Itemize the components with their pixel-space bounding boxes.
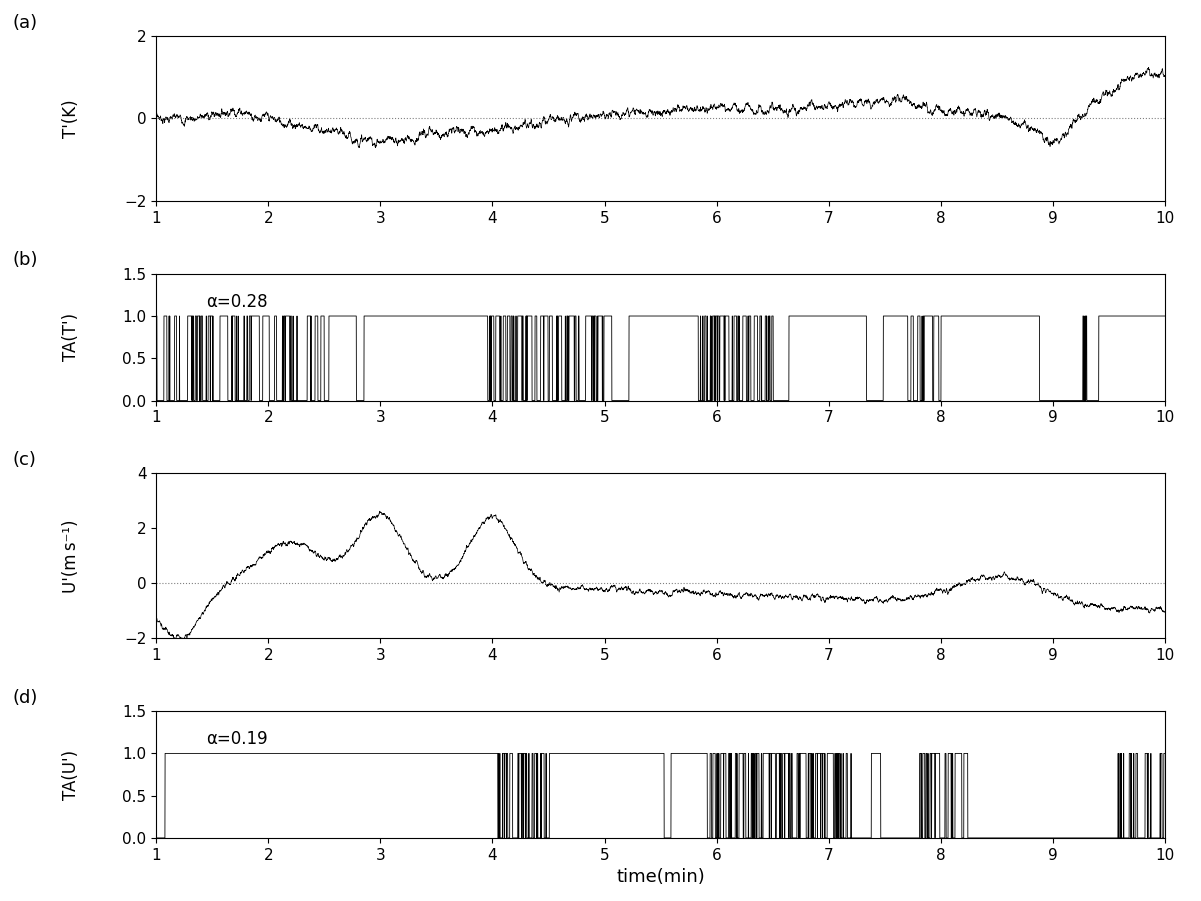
Text: α=0.19: α=0.19 bbox=[207, 730, 268, 748]
Text: (d): (d) bbox=[12, 688, 37, 706]
Y-axis label: TA(U'): TA(U') bbox=[62, 750, 80, 799]
Y-axis label: T'(K): T'(K) bbox=[62, 99, 80, 138]
Y-axis label: TA(T'): TA(T') bbox=[62, 313, 80, 361]
Text: (b): (b) bbox=[12, 251, 37, 269]
Text: α=0.28: α=0.28 bbox=[207, 293, 268, 311]
X-axis label: time(min): time(min) bbox=[616, 869, 705, 887]
Text: (a): (a) bbox=[12, 14, 37, 32]
Text: (c): (c) bbox=[12, 450, 36, 469]
Y-axis label: U'(m s⁻¹): U'(m s⁻¹) bbox=[62, 519, 80, 593]
